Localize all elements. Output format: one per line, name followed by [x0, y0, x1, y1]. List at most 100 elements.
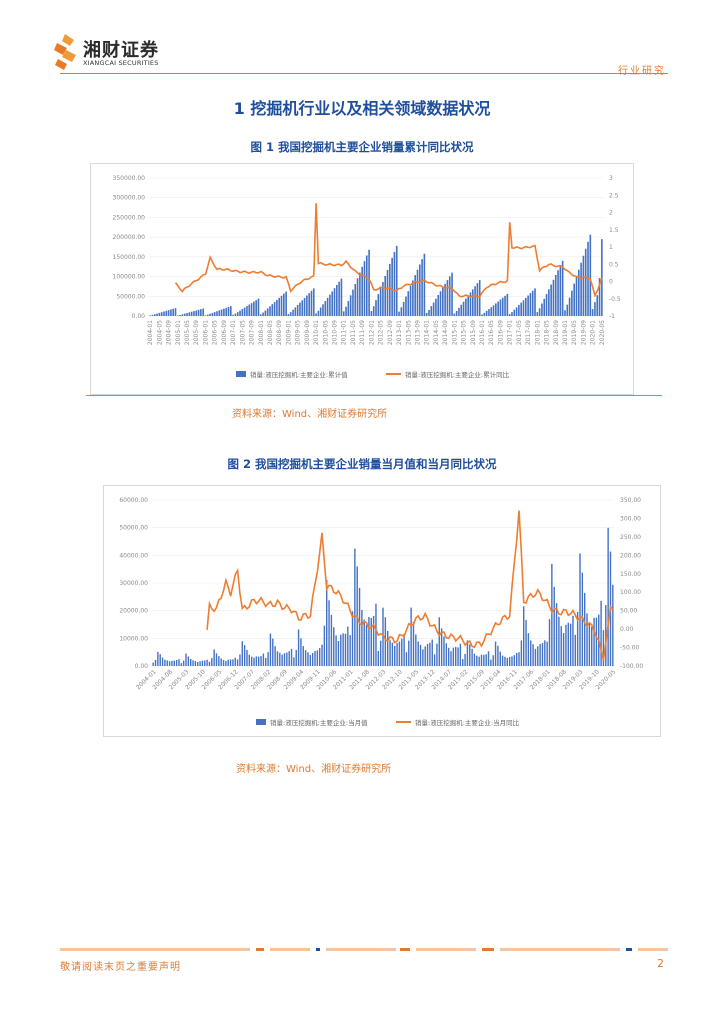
bar: [497, 301, 499, 316]
x-tick-label: 2009-05: [295, 320, 302, 345]
bar: [530, 640, 532, 666]
y-right-tick-label: 0.5: [609, 261, 619, 268]
bar: [283, 293, 285, 316]
bar: [281, 654, 283, 666]
bar: [222, 660, 225, 666]
y-left-tick-label: 30000.00: [119, 580, 148, 587]
bar: [377, 650, 380, 666]
bar: [265, 657, 267, 666]
bar: [218, 656, 220, 666]
bar: [553, 586, 555, 666]
x-tick-label: 2017-05: [516, 320, 523, 345]
logo-text: 湘财证券: [83, 40, 159, 61]
bar: [513, 309, 516, 316]
bar: [529, 293, 532, 316]
bar: [445, 643, 448, 666]
bar: [241, 309, 244, 316]
section-title: 1 挖掘机行业以及相关领域数据状况: [233, 99, 491, 118]
bar: [415, 634, 417, 666]
bar: [455, 310, 458, 316]
bar: [469, 292, 472, 316]
bar: [541, 643, 544, 666]
bar: [227, 659, 229, 666]
bar: [300, 638, 302, 666]
bar: [157, 651, 159, 666]
bar: [354, 548, 356, 666]
y-left-tick-label: 60000.00: [119, 497, 148, 504]
x-tick-label: 2019-05: [571, 320, 578, 345]
bar: [421, 259, 423, 316]
bar: [515, 653, 518, 666]
bar: [177, 315, 179, 316]
bar: [333, 288, 336, 316]
bar: [412, 621, 415, 666]
x-tick-label: 2012-01: [368, 320, 375, 345]
bar: [379, 640, 382, 666]
bar: [160, 312, 163, 316]
bar: [152, 662, 154, 666]
figure2-svg: 0.00 10000.00 20000.00 30000.00 40000.00 5000…: [119, 497, 643, 727]
bar: [188, 312, 191, 316]
bar: [218, 310, 221, 316]
bar: [262, 653, 265, 666]
y-left-tick-label: 100000.00: [113, 274, 146, 281]
bar: [170, 309, 172, 316]
x-tick-label: 2004-05: [156, 320, 163, 345]
bar: [605, 605, 607, 666]
bar: [560, 626, 562, 666]
bar: [506, 293, 509, 316]
bar: [262, 312, 264, 316]
bar: [462, 301, 465, 316]
x-tick-label: 2007-09: [249, 320, 256, 345]
bar: [511, 312, 513, 316]
bar: [607, 527, 609, 666]
bar: [382, 607, 384, 666]
bar: [349, 635, 351, 666]
bar: [579, 553, 581, 666]
bar: [490, 307, 493, 316]
bar: [318, 648, 321, 666]
bar: [536, 312, 539, 316]
bar: [524, 297, 527, 316]
bar: [250, 656, 253, 666]
y-left-tick-label: 200000.00: [113, 234, 146, 241]
bar: [337, 640, 340, 666]
bar: [393, 251, 396, 316]
bar: [179, 314, 181, 316]
bar: [407, 291, 410, 316]
figure2-source: 资料来源：Wind、湘财证券研究所: [236, 764, 392, 775]
bar: [279, 652, 281, 666]
legend-swatch-bar: [256, 719, 266, 725]
footer-dash-segment: [482, 948, 494, 951]
bar: [483, 654, 485, 666]
footer-dash-segment: [270, 948, 310, 951]
bar: [499, 651, 501, 666]
y-left-tick-label: 0.00: [135, 663, 149, 670]
bar: [232, 314, 234, 316]
x-tick-label: 2020-05: [599, 320, 606, 345]
bar: [586, 613, 588, 666]
bar: [213, 649, 215, 666]
bar: [289, 312, 292, 316]
y-right-tick-label: 1.5: [609, 227, 619, 234]
bar: [412, 280, 414, 316]
bar: [342, 633, 344, 666]
y-left-tick-label: 50000.00: [119, 525, 148, 532]
bar: [473, 653, 476, 666]
bar: [534, 648, 537, 666]
x-tick-label: 2013-05: [405, 320, 412, 345]
bar: [168, 661, 171, 666]
bar: [363, 619, 365, 666]
bar: [342, 311, 345, 316]
bar: [384, 275, 387, 316]
bar: [255, 300, 257, 316]
bar: [287, 314, 290, 316]
bar: [174, 308, 177, 316]
bar: [232, 659, 234, 666]
bar: [230, 306, 232, 316]
bar: [462, 659, 464, 666]
bar: [416, 269, 419, 316]
bar: [492, 655, 494, 666]
bar: [403, 633, 405, 666]
bar: [545, 294, 548, 316]
